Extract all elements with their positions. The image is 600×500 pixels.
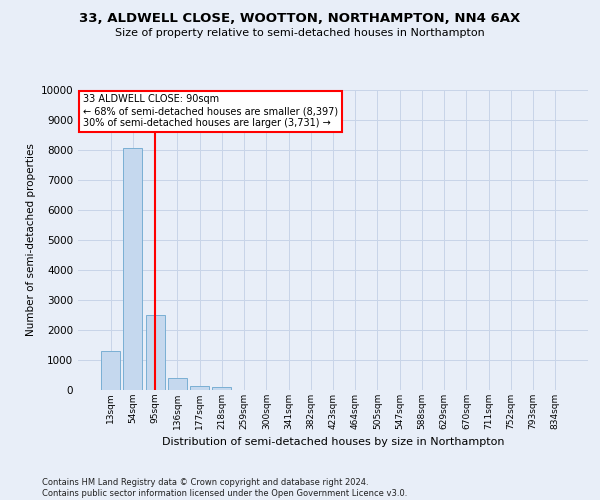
Bar xyxy=(101,351,120,390)
Text: 33, ALDWELL CLOSE, WOOTTON, NORTHAMPTON, NN4 6AX: 33, ALDWELL CLOSE, WOOTTON, NORTHAMPTON,… xyxy=(79,12,521,26)
Text: 33 ALDWELL CLOSE: 90sqm
← 68% of semi-detached houses are smaller (8,397)
30% of: 33 ALDWELL CLOSE: 90sqm ← 68% of semi-de… xyxy=(83,94,338,128)
Text: Size of property relative to semi-detached houses in Northampton: Size of property relative to semi-detach… xyxy=(115,28,485,38)
Bar xyxy=(124,148,142,390)
Y-axis label: Number of semi-detached properties: Number of semi-detached properties xyxy=(26,144,37,336)
Bar xyxy=(190,386,209,390)
Text: Contains HM Land Registry data © Crown copyright and database right 2024.
Contai: Contains HM Land Registry data © Crown c… xyxy=(42,478,407,498)
Bar xyxy=(146,315,164,390)
Bar xyxy=(212,387,231,390)
Bar xyxy=(168,378,187,390)
X-axis label: Distribution of semi-detached houses by size in Northampton: Distribution of semi-detached houses by … xyxy=(162,438,504,448)
